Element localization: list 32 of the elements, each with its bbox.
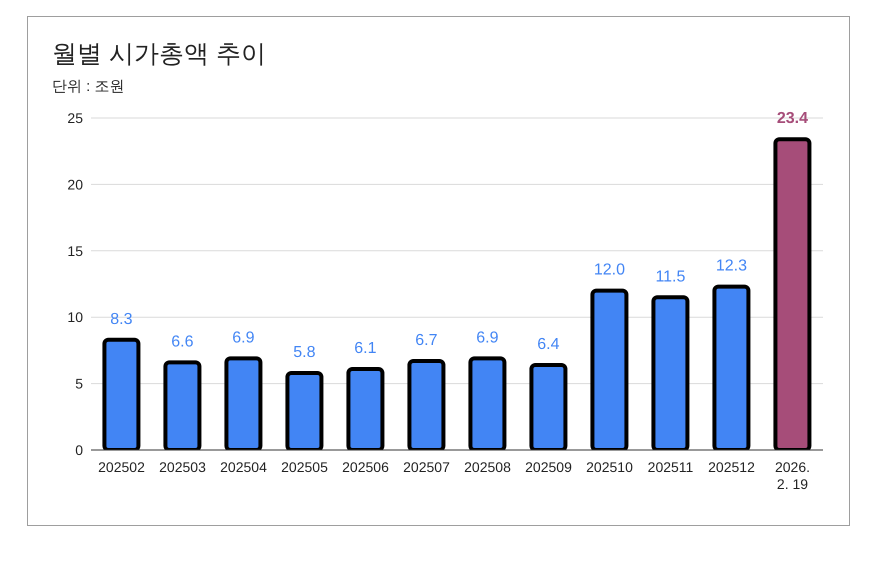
data-label: 6.7 — [415, 332, 438, 350]
x-tick-label: 202502 — [98, 459, 146, 475]
data-label: 5.8 — [293, 344, 316, 361]
data-label: 23.4 — [776, 110, 808, 128]
x-tick-label: 202505 — [281, 459, 328, 475]
data-label: 12.0 — [594, 262, 626, 279]
data-label: 12.3 — [716, 258, 748, 275]
data-label: 6.4 — [537, 336, 560, 354]
y-tick-label: 5 — [75, 376, 84, 392]
data-label: 6.1 — [354, 340, 377, 357]
chart-title: 월별 시가총액 추이 — [52, 39, 266, 70]
x-tick-label: 202503 — [159, 459, 206, 475]
y-tick-label: 25 — [67, 110, 84, 126]
x-tick-label: 202507 — [403, 459, 450, 475]
x-tick-label: 202504 — [220, 459, 268, 475]
x-tick-label: 202506 — [342, 459, 390, 475]
data-label: 6.6 — [171, 333, 194, 350]
x-tick-label: 202509 — [525, 459, 572, 475]
x-tick-label: 202508 — [464, 459, 512, 475]
x-tick-label: 202510 — [586, 459, 634, 475]
data-label: 11.5 — [655, 268, 686, 286]
data-label: 8.3 — [110, 310, 133, 328]
y-tick-label: 15 — [67, 242, 84, 259]
y-tick-label: 0 — [75, 442, 84, 458]
y-tick-label: 20 — [67, 176, 84, 192]
data-label: 6.9 — [232, 329, 255, 346]
data-label: 6.9 — [476, 329, 499, 346]
x-tick-label: 202512 — [708, 459, 756, 475]
x-tick-label: 202511 — [648, 459, 694, 475]
y-tick-label: 10 — [67, 309, 84, 326]
chart-subtitle: 단위 : 조원 — [52, 77, 125, 96]
x-tick-label: 2026. 2. 19 — [774, 459, 810, 492]
